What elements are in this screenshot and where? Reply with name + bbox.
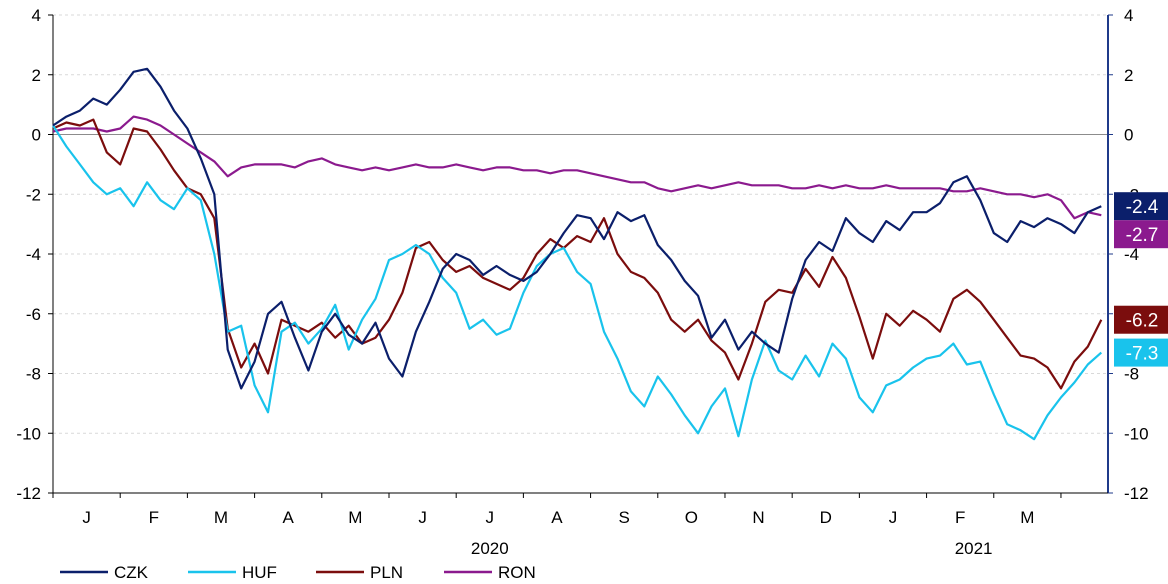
y-tick-label: -6 — [26, 305, 41, 324]
y-tick-label-right: -12 — [1124, 484, 1149, 503]
x-month-label: J — [418, 508, 427, 527]
x-month-label: J — [486, 508, 495, 527]
y-tick-label: -8 — [26, 365, 41, 384]
gridlines — [53, 14, 1108, 494]
y-tick-label: -12 — [16, 484, 41, 503]
x-month-label: J — [82, 508, 91, 527]
left-y-axis-ticks: 4 2 0 -2 -4 -6 -8 -10 -12 — [16, 6, 53, 503]
x-month-label: A — [283, 508, 295, 527]
legend: CZK HUF PLN RON — [60, 563, 536, 582]
y-tick-label-right: -8 — [1124, 365, 1139, 384]
x-month-label: F — [955, 508, 965, 527]
y-tick-label-right: 2 — [1124, 66, 1133, 85]
y-tick-label-right: 0 — [1124, 126, 1133, 145]
y-tick-label: 4 — [32, 6, 41, 25]
y-tick-label-right: -4 — [1124, 245, 1139, 264]
legend-label-huf: HUF — [242, 563, 277, 582]
x-month-label: A — [551, 508, 563, 527]
y-tick-label: -4 — [26, 245, 41, 264]
legend-label-czk: CZK — [114, 563, 149, 582]
x-month-label: F — [149, 508, 159, 527]
legend-label-pln: PLN — [370, 563, 403, 582]
y-tick-label-right: -10 — [1124, 424, 1149, 443]
x-month-label: J — [889, 508, 898, 527]
end-label-box-pln — [1114, 305, 1168, 334]
series-line-ron — [52, 115, 1102, 220]
y-tick-label-right: 4 — [1124, 6, 1133, 25]
end-label-ron: -2.7 — [1126, 225, 1159, 246]
end-label-box-huf — [1114, 338, 1168, 367]
y-tick-label: -2 — [26, 185, 41, 204]
x-year-label: 2020 — [471, 539, 509, 558]
y-tick-label: 2 — [32, 66, 41, 85]
x-month-label: D — [820, 508, 832, 527]
x-year-label: 2021 — [955, 539, 993, 558]
x-month-label: M — [1020, 508, 1034, 527]
legend-label-ron: RON — [498, 563, 536, 582]
series-lines — [52, 67, 1103, 441]
end-label-box-ron — [1114, 220, 1168, 249]
y-tick-label: -10 — [16, 424, 41, 443]
end-label-pln: -6.2 — [1126, 311, 1159, 332]
end-label-czk: -2.4 — [1126, 197, 1159, 218]
x-month-label: M — [214, 508, 228, 527]
x-month-label: M — [348, 508, 362, 527]
series-line-czk — [52, 67, 1102, 390]
end-label-huf: -7.3 — [1126, 344, 1159, 365]
x-month-label: O — [685, 508, 698, 527]
x-month-label: N — [752, 508, 764, 527]
x-axis-month-ticks: J F M A M J J A S O N D J F M 2020 2021 — [52, 493, 1062, 558]
right-y-axis-ticks: 420-2-4-6-8-10-12 — [1108, 6, 1149, 503]
end-label-box-czk — [1114, 192, 1168, 221]
series-line-huf — [52, 124, 1103, 441]
y-tick-label: 0 — [32, 126, 41, 145]
x-month-label: S — [619, 508, 630, 527]
end-value-labels: -2.4 -7.3 -6.2 -2.7 — [1114, 192, 1168, 367]
